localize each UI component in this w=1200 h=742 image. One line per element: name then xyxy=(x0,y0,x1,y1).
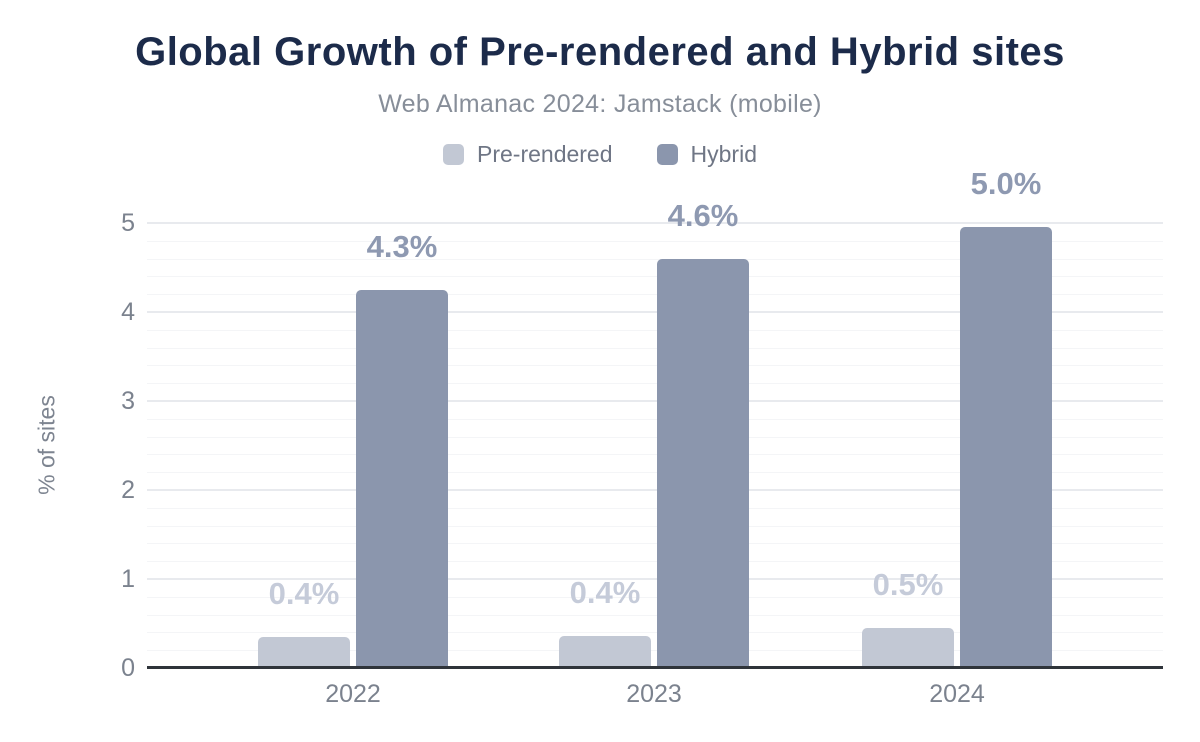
legend-swatch-prerendered-icon xyxy=(443,144,464,165)
gridline-major xyxy=(147,400,1163,402)
x-axis-label-2022: 2022 xyxy=(325,680,381,708)
bar-pre-rendered-2023[interactable] xyxy=(559,636,651,668)
chart-subtitle: Web Almanac 2024: Jamstack (mobile) xyxy=(378,90,822,118)
value-label-hybrid-2023: 4.6% xyxy=(667,198,739,233)
legend-item-prerendered[interactable]: Pre-rendered xyxy=(443,141,613,168)
gridline-minor xyxy=(147,383,1163,385)
gridline-minor xyxy=(147,632,1163,634)
x-axis-label-2023: 2023 xyxy=(626,680,682,708)
bar-hybrid-2022[interactable] xyxy=(356,290,448,668)
gridline-minor xyxy=(147,276,1163,278)
legend-item-hybrid[interactable]: Hybrid xyxy=(656,141,757,168)
gridline-minor xyxy=(147,507,1163,509)
gridline-minor xyxy=(147,294,1163,296)
y-tick-label: 5 xyxy=(121,209,135,237)
value-label-hybrid-2022: 4.3% xyxy=(366,229,438,264)
y-tick-label: 3 xyxy=(121,387,135,415)
bar-hybrid-2023[interactable] xyxy=(657,259,749,668)
gridline-minor xyxy=(147,436,1163,438)
gridline-minor xyxy=(147,454,1163,456)
legend-swatch-hybrid-icon xyxy=(656,144,678,165)
y-tick-label: 0 xyxy=(121,654,135,682)
bar-hybrid-2024[interactable] xyxy=(960,227,1052,668)
gridline-major xyxy=(147,489,1163,491)
gridline-minor xyxy=(147,240,1163,242)
value-label-pre-rendered-2023: 0.4% xyxy=(569,575,641,610)
gridline-minor xyxy=(147,525,1163,527)
bar-pre-rendered-2024[interactable] xyxy=(862,628,954,668)
value-label-pre-rendered-2022: 0.4% xyxy=(268,576,340,611)
y-tick-label: 4 xyxy=(121,298,135,326)
gridline-minor xyxy=(147,347,1163,349)
gridline-minor xyxy=(147,614,1163,616)
gridline-minor xyxy=(147,596,1163,598)
y-tick-label: 1 xyxy=(121,565,135,593)
gridline-minor xyxy=(147,418,1163,420)
legend-label-prerendered: Pre-rendered xyxy=(477,141,613,167)
gridline-minor xyxy=(147,561,1163,563)
gridline-major xyxy=(147,578,1163,580)
gridline-minor xyxy=(147,472,1163,474)
value-label-hybrid-2024: 5.0% xyxy=(970,166,1042,201)
x-axis-line xyxy=(147,666,1163,669)
legend-label-hybrid: Hybrid xyxy=(690,141,757,167)
gridline-minor xyxy=(147,650,1163,652)
gridline-major xyxy=(147,222,1163,224)
chart-title: Global Growth of Pre-rendered and Hybrid… xyxy=(135,30,1065,74)
bar-pre-rendered-2022[interactable] xyxy=(258,637,350,668)
gridline-minor xyxy=(147,258,1163,260)
gridline-major xyxy=(147,311,1163,313)
gridline-minor xyxy=(147,365,1163,367)
x-axis-label-2024: 2024 xyxy=(929,680,985,708)
legend: Pre-rendered Hybrid xyxy=(0,141,1200,168)
y-tick-label: 2 xyxy=(121,476,135,504)
value-label-pre-rendered-2024: 0.5% xyxy=(872,567,944,602)
gridline-minor xyxy=(147,329,1163,331)
gridline-minor xyxy=(147,543,1163,545)
